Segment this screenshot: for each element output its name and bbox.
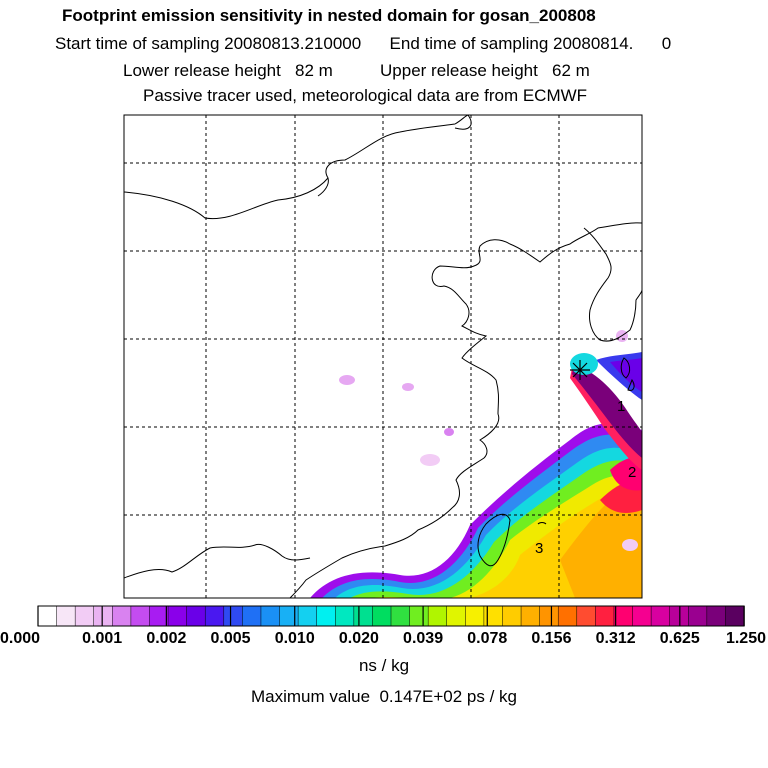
legend-swatch xyxy=(372,605,392,627)
region-label-2: 2 xyxy=(628,464,637,481)
legend-swatch xyxy=(167,605,188,627)
legend-swatch xyxy=(520,605,541,627)
legend-swatch xyxy=(576,605,597,627)
legend-tick-label: 0.156 xyxy=(531,630,572,647)
legend-swatch xyxy=(539,605,559,627)
legend-tick-label: 0.039 xyxy=(403,630,444,647)
map-frame xyxy=(123,114,643,599)
legend-color-bar xyxy=(37,605,745,627)
legend-swatch xyxy=(390,605,411,627)
legend-unit: ns / kg xyxy=(358,656,410,675)
legend-swatch xyxy=(242,605,262,627)
legend-swatch xyxy=(427,605,448,627)
legend-swatch xyxy=(279,605,299,627)
sampling-time-line: Start time of sampling 20080813.210000 E… xyxy=(55,34,672,53)
legend-swatch xyxy=(204,605,225,627)
legend-swatch xyxy=(186,605,206,627)
release-height-line: Lower release height 82 m Upper release … xyxy=(123,61,590,80)
legend-tick-label: 0.078 xyxy=(467,630,508,647)
legend-swatch xyxy=(613,605,634,627)
tracer-info-line: Passive tracer used, meteorological data… xyxy=(143,86,588,105)
legend-tick-label: 0.625 xyxy=(659,630,700,647)
release-site-cross xyxy=(570,360,590,380)
legend-swatch xyxy=(595,605,615,627)
legend-swatch xyxy=(56,605,76,627)
plot-title: Footprint emission sensitivity in nested… xyxy=(62,6,596,25)
legend-swatch xyxy=(632,605,652,627)
legend-swatch xyxy=(688,605,708,627)
legend-swatch xyxy=(446,605,467,627)
legend-swatch xyxy=(706,605,727,627)
coastline xyxy=(124,115,642,598)
legend-swatch xyxy=(149,605,169,627)
legend-swatch xyxy=(465,605,485,627)
legend-tick-label: 0.000 xyxy=(0,630,41,647)
legend-swatch xyxy=(74,605,95,627)
legend-swatch xyxy=(93,605,114,627)
sensitivity-field xyxy=(310,330,642,598)
legend-tick-label: 0.010 xyxy=(274,630,315,647)
legend-swatch xyxy=(335,605,355,627)
legend-tick-label: 0.312 xyxy=(595,630,636,647)
legend-swatch xyxy=(409,605,429,627)
legend-frame xyxy=(37,605,745,627)
legend-tick-label: 1.250 xyxy=(725,630,766,647)
legend-swatch xyxy=(112,605,132,627)
lat-lon-grid xyxy=(124,115,642,598)
region-label-3: 3 xyxy=(535,540,544,557)
legend-tick-label: 0.020 xyxy=(338,630,379,647)
legend-swatch xyxy=(37,605,58,627)
legend-swatch xyxy=(130,605,151,627)
legend-tick-label: 0.002 xyxy=(146,630,187,647)
legend-swatch xyxy=(502,605,522,627)
maximum-value-text: Maximum value 0.147E+02 ps / kg xyxy=(251,687,517,706)
region-label-1: 1 xyxy=(617,398,626,415)
legend-swatch xyxy=(316,605,337,627)
legend-swatch xyxy=(297,605,318,627)
legend-swatch xyxy=(223,605,244,627)
legend-swatch xyxy=(725,605,745,627)
legend-swatch xyxy=(353,605,374,627)
legend-swatch xyxy=(260,605,281,627)
legend-swatch xyxy=(650,605,671,627)
legend-tick-label: 0.001 xyxy=(82,630,123,647)
legend-tick-label: 0.005 xyxy=(210,630,251,647)
legend-swatch xyxy=(557,605,578,627)
